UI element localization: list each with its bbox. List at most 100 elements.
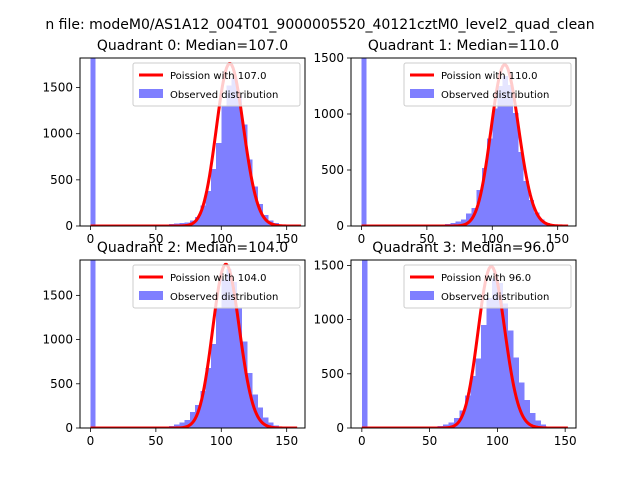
y-tick-label: 500	[50, 173, 73, 187]
histogram-bar	[174, 424, 180, 428]
y-tick-label: 1000	[313, 313, 344, 327]
x-tick-label: 0	[358, 232, 366, 246]
histogram-bar	[448, 422, 455, 428]
y-tick-label: 500	[321, 163, 344, 177]
histogram-bar	[247, 159, 253, 226]
plot-area	[361, 58, 569, 226]
y-tick-label: 0	[336, 421, 344, 435]
legend-label-poisson: Poission with 107.0	[170, 71, 266, 82]
histogram-bar	[361, 260, 368, 428]
x-tick-label: 0	[87, 434, 95, 448]
histogram-bar	[179, 422, 185, 428]
legend-box	[403, 62, 572, 107]
histogram-bar	[221, 106, 227, 226]
histogram-bar	[205, 190, 211, 226]
panel-title: Quadrant 1: Median=110.0	[368, 38, 559, 54]
histogram-bar	[519, 382, 525, 428]
histogram-bar	[507, 84, 514, 226]
histogram-bar	[492, 108, 498, 226]
legend-label-observed: Observed distribution	[170, 90, 278, 101]
x-tick-label: 50	[419, 232, 434, 246]
legend-box	[132, 264, 301, 309]
x-tick-label: 100	[486, 434, 509, 448]
histogram-bar	[486, 297, 492, 428]
histogram-bar	[257, 407, 264, 428]
histogram-bar	[476, 190, 482, 226]
y-tick-label: 1500	[313, 258, 344, 272]
plot-area	[90, 260, 298, 428]
histogram-bar	[247, 373, 253, 428]
y-tick-label: 1500	[42, 288, 73, 302]
histogram-bar	[466, 213, 472, 226]
histogram-bar	[464, 395, 471, 428]
histogram-bar	[481, 167, 488, 226]
legend-label-observed: Observed distribution	[441, 292, 549, 303]
x-tick-label: 150	[546, 232, 569, 246]
x-tick-label: 50	[148, 434, 163, 448]
histogram-bar	[200, 205, 206, 226]
histogram-bar	[481, 325, 487, 428]
legend-box	[403, 264, 572, 309]
legend-label-poisson: Poission with 110.0	[441, 71, 537, 82]
x-tick-label: 100	[210, 434, 233, 448]
poisson-curve	[90, 62, 302, 226]
histogram-bar	[242, 124, 248, 226]
histogram-bar	[502, 303, 509, 428]
histogram-bar	[90, 58, 96, 226]
axes-frame	[79, 57, 306, 227]
histogram-bar	[231, 78, 237, 226]
histogram-bar	[195, 216, 201, 226]
y-tick-label: 500	[321, 367, 344, 381]
y-tick-label: 1000	[313, 107, 344, 121]
histogram-bar	[513, 112, 519, 226]
legend-box	[132, 62, 301, 107]
legend-patch-swatch	[410, 291, 434, 300]
axes-frame	[350, 57, 577, 227]
histogram-bar	[226, 85, 232, 226]
x-tick-label: 0	[358, 434, 366, 448]
histogram-bar	[216, 142, 222, 226]
histogram-bar	[221, 279, 227, 428]
y-tick-label: 0	[65, 219, 73, 233]
histogram-bar	[252, 186, 258, 226]
histogram-bar	[518, 152, 524, 226]
x-tick-label: 0	[87, 232, 95, 246]
histogram-bar	[205, 367, 211, 428]
histogram-bar	[226, 268, 232, 428]
histogram-bar	[470, 375, 476, 428]
x-tick-label: 100	[481, 232, 504, 246]
histogram-bar	[523, 181, 529, 226]
panel-title: Quadrant 3: Median=96.0	[372, 240, 554, 256]
histogram-bar	[236, 94, 243, 226]
histogram-bar	[268, 422, 274, 428]
histogram-bar	[242, 341, 248, 428]
legend-label-poisson: Poission with 104.0	[170, 273, 266, 284]
histogram-bar	[539, 219, 545, 226]
figure-suptitle: n file: modeM0/AS1A12_004T01_9000005520_…	[45, 17, 594, 33]
x-tick-label: 50	[148, 232, 163, 246]
histogram-bar	[528, 200, 535, 226]
histogram-bar	[200, 390, 206, 428]
histogram-bar	[257, 203, 264, 226]
histogram-bar	[487, 138, 493, 226]
x-tick-label: 100	[210, 232, 233, 246]
histogram-bar	[460, 219, 467, 226]
legend-label-poisson: Poission with 96.0	[441, 273, 531, 284]
histogram-bar	[475, 358, 482, 428]
plot-area	[361, 260, 569, 428]
histogram-bar	[491, 278, 498, 428]
y-tick-label: 500	[50, 377, 73, 391]
histogram-bar	[455, 221, 461, 226]
legend-label-observed: Observed distribution	[170, 292, 278, 303]
panel-title: Quadrant 2: Median=104.0	[97, 240, 288, 256]
panel-title: Quadrant 0: Median=107.0	[97, 38, 288, 54]
histogram-bar	[502, 75, 508, 226]
y-tick-label: 0	[336, 219, 344, 233]
histogram-bar	[90, 260, 96, 428]
poisson-curve	[361, 265, 569, 428]
y-tick-label: 1000	[42, 333, 73, 347]
